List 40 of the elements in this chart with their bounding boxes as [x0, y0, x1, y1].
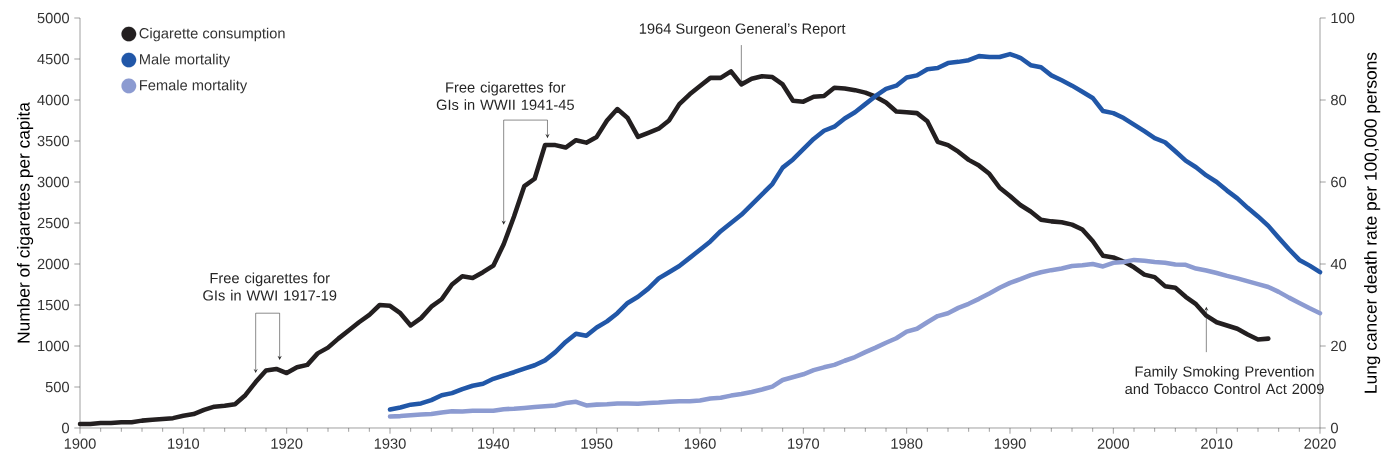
x-tick-label: 1920 [271, 438, 303, 449]
y-tick-label: 500 [45, 381, 70, 393]
x-tick-label: 2010 [1201, 438, 1233, 449]
y-tick-label: 2500 [37, 217, 70, 229]
x-tick-label: 2000 [1097, 438, 1130, 449]
x-tick-label: 1970 [788, 438, 820, 449]
x-tick-label: 1980 [891, 438, 923, 449]
line-series [387, 51, 1323, 412]
x-tick-label: 1990 [994, 438, 1026, 449]
y2-tick-label: 60 [1331, 176, 1347, 188]
y-tick-label: 4500 [37, 53, 70, 65]
annotation: Free cigarettes for GIs in WWII 1941-45 [436, 81, 574, 110]
y-tick-label: 2000 [37, 258, 70, 270]
annotation: 1964 Surgeon General’s Report [639, 23, 846, 37]
y-tick-label: 3500 [37, 135, 70, 147]
y2-axis-title: Lung cancer death rate per 100,000 persons [1364, 52, 1381, 393]
x-tick-label: 2020 [1304, 438, 1336, 449]
legend-label: Cigarette consumption [139, 27, 285, 42]
x-tick-label: 1930 [374, 438, 406, 449]
legend-label: Male mortality [140, 53, 231, 68]
y-tick-label: 1500 [38, 299, 70, 311]
x-tick-label: 1960 [684, 438, 716, 449]
legend-label: Female mortality [140, 79, 248, 94]
y-tick-label: 3000 [37, 176, 70, 188]
y2-tick-label: 0 [1330, 422, 1338, 434]
y2-tick-label: 100 [1331, 12, 1355, 24]
x-tick-label: 1910 [168, 438, 200, 449]
y2-tick-label: 80 [1331, 94, 1347, 106]
x-tick-label: 1950 [581, 438, 613, 449]
y-axis-title: Number of cigarettes per capita [16, 102, 34, 343]
y-tick-label: 4000 [37, 94, 70, 106]
x-tick-label: 1940 [478, 438, 510, 449]
annotation: Free cigarettes for GIs in WWI 1917-19 [203, 272, 337, 301]
x-tick-label: 1900 [64, 438, 96, 449]
annotation: Family Smoking Prevention and Tobacco Control Act 2009 [1125, 365, 1324, 395]
y-tick-label: 0 [62, 422, 70, 434]
y2-tick-label: 20 [1331, 340, 1347, 352]
y-tick-label: 1000 [38, 340, 70, 352]
y2-tick-label: 40 [1330, 258, 1347, 270]
y-tick-label: 5000 [37, 12, 70, 24]
